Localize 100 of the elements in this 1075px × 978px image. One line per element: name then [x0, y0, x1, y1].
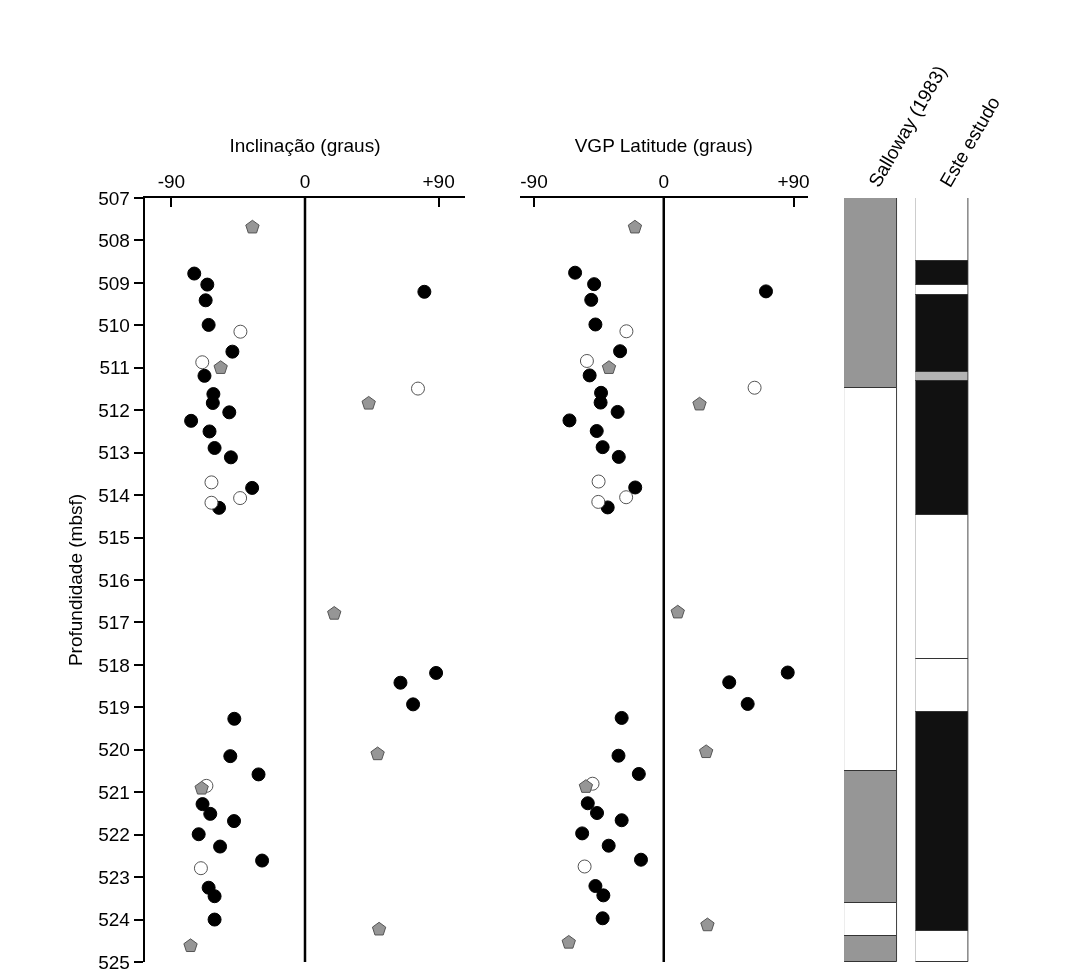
point: [700, 917, 715, 932]
y-tick-label: 518: [98, 654, 130, 676]
point: [627, 219, 643, 234]
point: [207, 889, 222, 904]
point: [203, 806, 218, 821]
point: [222, 405, 237, 420]
y-tick-label: 517: [98, 612, 130, 634]
point: [758, 284, 773, 299]
point: [184, 413, 199, 428]
point: [207, 912, 222, 927]
point: [393, 675, 408, 690]
point: [213, 360, 228, 374]
point: [611, 449, 626, 464]
point: [429, 665, 444, 680]
point: [225, 344, 240, 359]
point: [201, 317, 216, 332]
point: [614, 710, 629, 725]
point: [202, 424, 217, 439]
point: [584, 292, 599, 307]
point: [578, 779, 594, 793]
point: [194, 780, 209, 795]
point: [193, 861, 208, 876]
point: [195, 355, 210, 370]
point: [633, 852, 648, 867]
x-tick-label: -90: [157, 171, 186, 193]
x-tick-label: -90: [520, 171, 548, 193]
point: [223, 749, 238, 764]
point: [207, 441, 222, 455]
y-tick-label: 519: [98, 696, 130, 718]
point: [595, 440, 610, 455]
point: [204, 475, 219, 490]
point: [568, 265, 583, 280]
point: [223, 450, 238, 465]
point: [780, 665, 795, 680]
point: [327, 606, 342, 620]
point: [614, 813, 629, 828]
y-tick-label: 521: [98, 781, 130, 803]
point: [200, 277, 215, 292]
point: [613, 344, 628, 359]
y-tick-label: 510: [98, 314, 130, 336]
point: [589, 424, 604, 439]
point: [591, 474, 606, 489]
y-tick-label: 513: [98, 442, 130, 464]
point: [187, 266, 202, 281]
point: [587, 277, 602, 292]
y-tick-label: 508: [98, 230, 130, 252]
point: [740, 696, 755, 711]
point: [183, 938, 198, 953]
point: [410, 381, 425, 396]
y-tick-label: 523: [98, 866, 130, 888]
point: [227, 711, 242, 726]
point: [191, 827, 206, 842]
point: [204, 495, 219, 510]
y-tick-label: 525: [98, 951, 130, 973]
point: [747, 380, 762, 395]
point: [233, 491, 248, 506]
y-tick-label: 511: [99, 357, 130, 379]
y-tick-label: 515: [98, 527, 130, 549]
point: [406, 697, 421, 712]
point: [561, 934, 576, 949]
point: [371, 921, 387, 936]
point: [198, 293, 213, 308]
point: [588, 879, 603, 894]
x-tick-label: 0: [299, 171, 311, 193]
point: [698, 744, 714, 759]
point: [580, 796, 595, 811]
point: [233, 324, 248, 339]
y-tick-label: 507: [98, 187, 130, 209]
y-tick-label: 524: [98, 909, 131, 931]
point: [591, 494, 606, 509]
point: [575, 826, 590, 841]
point: [628, 480, 643, 495]
point: [197, 368, 212, 383]
y-tick-label: 516: [98, 569, 130, 591]
point: [631, 766, 646, 781]
point: [619, 324, 634, 339]
point: [601, 360, 617, 374]
point: [577, 859, 592, 874]
point: [601, 838, 616, 853]
x-tick-label: +90: [777, 171, 810, 193]
point: [611, 748, 626, 763]
point: [595, 911, 610, 926]
point: [588, 317, 603, 332]
point: [562, 413, 577, 428]
y-tick-label: 509: [98, 272, 130, 294]
x-axis-title: Inclinação (graus): [229, 134, 381, 156]
point: [619, 490, 634, 505]
point: [596, 888, 611, 903]
point: [205, 396, 220, 410]
point: [370, 746, 385, 761]
point: [692, 396, 707, 411]
point: [722, 675, 737, 690]
y-tick-label: 522: [98, 824, 130, 846]
point: [361, 395, 376, 410]
point: [227, 814, 242, 829]
y-tick-label: 520: [98, 739, 130, 761]
x-tick-label: 0: [658, 171, 670, 193]
y-tick-label: 514: [98, 484, 131, 506]
point: [590, 806, 605, 821]
x-axis-title: VGP Latitude (graus): [574, 134, 753, 156]
